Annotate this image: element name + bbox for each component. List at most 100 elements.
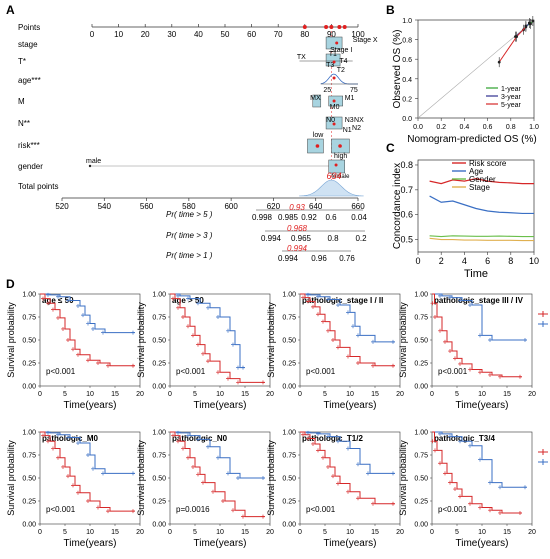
age-point — [332, 76, 336, 80]
prob-row-label: Pr( time > 3 ) — [166, 231, 213, 240]
y-axis-title: Survival probability — [6, 302, 16, 378]
x-axis-title: Time(years) — [324, 400, 377, 411]
y-tick-label: 0.50 — [282, 338, 296, 345]
km-censor-high — [261, 514, 265, 519]
total-points-tick-label: 660 — [351, 202, 365, 211]
y-tick-label: 0.6 — [400, 210, 413, 220]
m-point — [332, 99, 336, 103]
nomogram-panel: Points stage T* age*** M N** risk*** gender Tota… — [18, 23, 378, 263]
panel-letter-a: A — [6, 3, 15, 17]
km-censor-high — [430, 439, 435, 444]
n-annotation: N0 — [326, 117, 335, 124]
points-tick-label: 60 — [247, 30, 256, 39]
y-tick-label: 0.50 — [22, 338, 36, 345]
km-curve-high — [432, 431, 522, 514]
x-tick-label: 0 — [298, 391, 302, 398]
total-points-density — [299, 179, 364, 197]
y-axis-title: Survival probability — [6, 440, 16, 516]
y-axis-title: Survival probability — [266, 440, 276, 516]
km-censor-low — [86, 321, 90, 326]
y-axis-title: Survival probability — [136, 440, 146, 516]
points-tick-label: 20 — [141, 30, 150, 39]
t-annotation: T3 — [326, 62, 334, 69]
nomogram-row-label: age*** — [18, 76, 41, 85]
y-tick-label: 0.00 — [22, 384, 36, 391]
km-censor-high — [196, 342, 200, 347]
panel-letter-b: B — [386, 3, 395, 17]
km-censor-high — [316, 448, 320, 453]
risk-point-high — [338, 144, 342, 148]
km-censor-high — [346, 489, 350, 494]
points-tick-label: 70 — [274, 30, 283, 39]
panel-letter-d: D — [6, 277, 15, 291]
km-censor-low — [438, 293, 442, 298]
km-censor-high — [498, 510, 502, 515]
t-point — [332, 60, 336, 64]
n-annotation: N1 — [343, 127, 352, 134]
km-censor-high — [71, 483, 75, 488]
km-censor-low — [131, 330, 135, 335]
km-censor-low — [76, 303, 80, 308]
km-pvalue: p<0.001 — [46, 367, 76, 376]
x-tick-label: 10 — [478, 529, 486, 536]
y-tick-label: 1.00 — [414, 430, 428, 437]
x-axis-title: Time(years) — [64, 400, 117, 411]
t-annotation: TX — [297, 54, 306, 61]
km-censor-high — [186, 324, 190, 329]
km-censor-low — [306, 430, 310, 435]
x-tick-label: 5 — [455, 529, 459, 536]
km-censor-high — [171, 296, 175, 301]
km-censor-high — [371, 363, 375, 368]
km-censor-high — [336, 481, 340, 486]
n-annotation: NX — [354, 117, 364, 124]
x-tick-label: 20 — [396, 391, 404, 398]
x-tick-label: 10 — [478, 391, 486, 398]
km-subplot: age ≤ 50 p<0.001 0 5 10 15 20 0.00 0.25 0.50 0.75 1… — [6, 292, 144, 412]
km-censor-high — [458, 494, 462, 499]
km-censor-high — [356, 361, 360, 365]
gender-annotation: male — [86, 158, 101, 165]
stage-point — [335, 41, 339, 45]
m-box-mx — [312, 94, 322, 108]
y-tick-label: 0.75 — [282, 453, 296, 460]
y-tick-label: 0.25 — [22, 361, 36, 368]
x-axis-title: Time(years) — [194, 400, 247, 411]
total-points-tick-label: 640 — [309, 202, 323, 211]
km-pvalue: p<0.001 — [438, 505, 468, 514]
km-censor-low — [236, 365, 240, 370]
km-censor-high — [306, 299, 310, 304]
points-marker — [302, 25, 307, 29]
km-censor-low — [206, 444, 210, 449]
km-censor-high — [498, 374, 502, 379]
km-censor-low — [488, 338, 492, 342]
x-tick-label: 0 — [430, 391, 434, 398]
prob-tick-label: 0.998 — [252, 213, 273, 222]
y-tick-label: 0.50 — [414, 476, 428, 483]
km-censor-high — [326, 328, 330, 333]
plot-frame — [417, 159, 535, 253]
x-tick-label: 5 — [63, 391, 67, 398]
points-tick-label: 90 — [327, 30, 336, 39]
x-tick-label: 10 — [216, 391, 224, 398]
x-tick-label: 5 — [455, 391, 459, 398]
total-points-tick-label: 520 — [55, 202, 69, 211]
y-tick-label: 0.75 — [152, 453, 166, 460]
km-censor-high — [321, 319, 325, 324]
km-censor-high — [61, 464, 65, 469]
km-censor-low — [356, 333, 360, 338]
points-marker — [337, 25, 342, 29]
y-tick-label: 0.8 — [402, 38, 412, 45]
km-censor-high — [181, 315, 185, 319]
total-points-tick-label: 580 — [182, 202, 196, 211]
prob-highlight: 0.968 — [287, 224, 308, 233]
km-censor-high — [96, 361, 100, 365]
points-marker — [342, 25, 347, 29]
x-tick-label: 15 — [503, 391, 511, 398]
km-censor-low — [346, 446, 350, 451]
x-tick-label: 0.4 — [460, 124, 470, 131]
km-curve-high — [170, 431, 265, 518]
y-tick-label: 0.75 — [414, 453, 428, 460]
y-tick-label: 0.00 — [414, 522, 428, 529]
km-censor-high — [46, 301, 50, 306]
m-annotation: MX — [310, 95, 321, 102]
